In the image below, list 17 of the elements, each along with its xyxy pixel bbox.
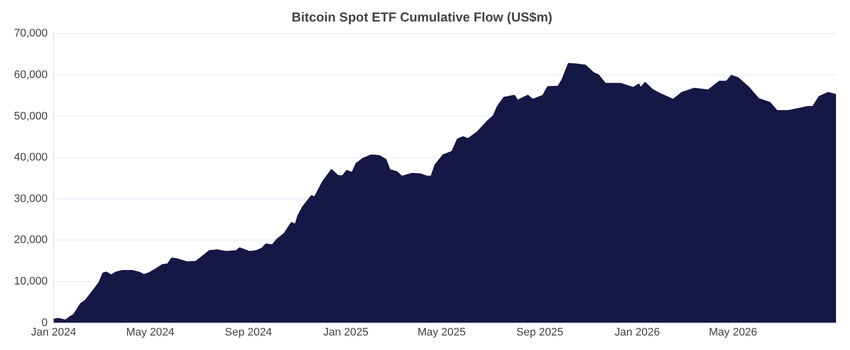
x-tick-label: May 2025 [417,326,466,338]
y-tick-label: 60,000 [14,68,48,81]
y-tick-label: 70,000 [14,28,48,40]
y-tick-label: 30,000 [14,192,48,205]
x-tick-label: Jan 2024 [31,326,76,338]
x-tick-label: Jan 2025 [323,326,368,338]
y-tick-label: 50,000 [14,110,48,122]
y-tick-label: 10,000 [14,276,48,288]
x-tick-label: Sep 2024 [224,326,272,338]
x-tick-label: May 2024 [126,326,174,338]
y-tick-label: 40,000 [14,152,48,164]
x-tick-label: May 2026 [708,326,758,338]
chart-title: Bitcoin Spot ETF Cumulative Flow (US$m) [292,9,552,24]
y-tick-label: 20,000 [14,234,48,246]
x-tick-label: Sep 2025 [516,326,564,338]
y-tick-label: 0 [42,316,48,329]
x-tick-label: Jan 2026 [614,326,660,338]
